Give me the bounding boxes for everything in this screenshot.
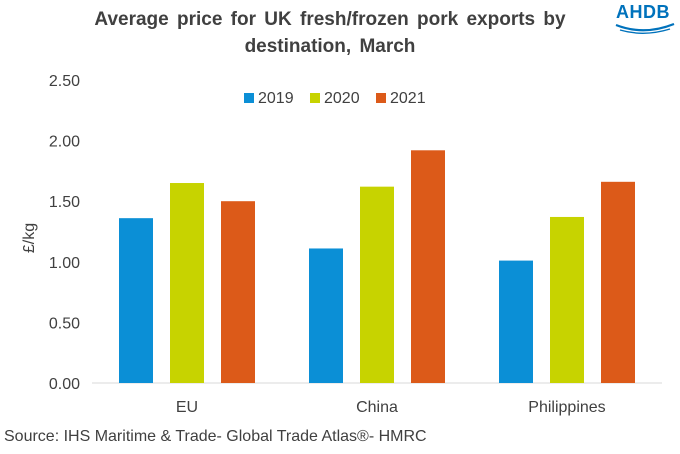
legend-label-2020: 2020 bbox=[324, 90, 360, 107]
logo-text: AHDB bbox=[616, 2, 670, 22]
ahdb-logo: AHDB bbox=[614, 2, 678, 42]
bar-2021-eu bbox=[221, 201, 255, 383]
bar-2019-china bbox=[309, 248, 343, 383]
y-tick-label: 0.00 bbox=[49, 376, 80, 393]
legend: 2019 2020 2021 bbox=[244, 90, 426, 107]
source-note: Source: IHS Maritime & Trade- Global Tra… bbox=[4, 428, 427, 445]
y-axis-title: £/kg bbox=[21, 223, 38, 253]
x-tick-label: Philippines bbox=[528, 399, 605, 416]
bar-2021-china bbox=[411, 150, 445, 383]
legend-swatch-2021 bbox=[376, 93, 386, 103]
legend-label-2019: 2019 bbox=[258, 90, 294, 107]
y-tick-label: 1.50 bbox=[49, 194, 80, 211]
y-tick-label: 2.00 bbox=[49, 134, 80, 151]
bar-2019-eu bbox=[119, 218, 153, 383]
y-tick-label: 0.50 bbox=[49, 315, 80, 332]
y-axis-title-group: £/kg bbox=[21, 223, 38, 253]
bar-2021-philippines bbox=[601, 181, 635, 383]
legend-swatch-2020 bbox=[310, 93, 320, 103]
legend-swatch-2019 bbox=[244, 93, 254, 103]
x-tick-label: China bbox=[356, 399, 398, 416]
bar-2020-china bbox=[360, 186, 394, 383]
legend-label-2021: 2021 bbox=[390, 90, 426, 107]
bar-2020-philippines bbox=[550, 216, 584, 383]
y-tick-label: 1.00 bbox=[49, 255, 80, 272]
bar-series bbox=[119, 150, 635, 383]
bar-2019-philippines bbox=[499, 260, 533, 383]
y-tick-label: 2.50 bbox=[49, 73, 80, 90]
x-tick-label: EU bbox=[176, 399, 198, 416]
chart-title: Average price for UK fresh/frozen pork e… bbox=[94, 9, 566, 57]
logo-swoosh-icon bbox=[615, 22, 675, 34]
bar-2020-eu bbox=[170, 183, 204, 383]
